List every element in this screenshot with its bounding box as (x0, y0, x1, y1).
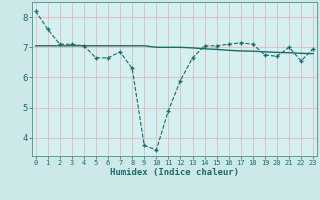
X-axis label: Humidex (Indice chaleur): Humidex (Indice chaleur) (110, 168, 239, 177)
